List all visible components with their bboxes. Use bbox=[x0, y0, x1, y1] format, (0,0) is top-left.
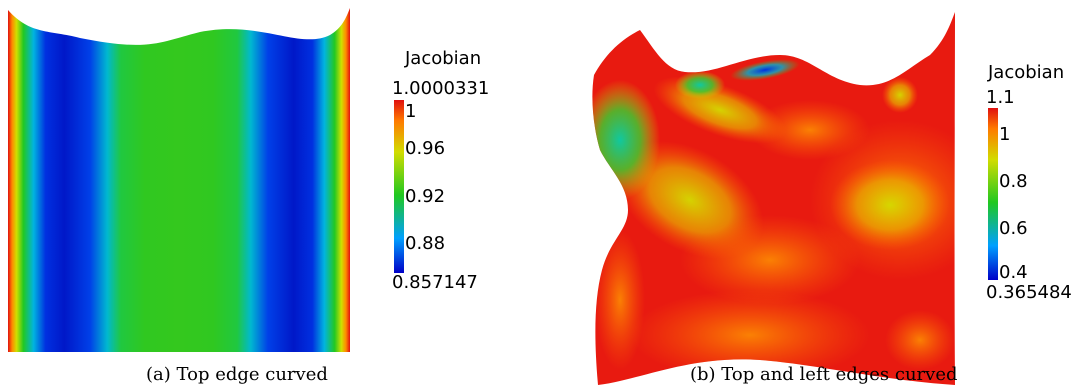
legend-a-tick: 0.96 bbox=[405, 138, 446, 159]
legend-a-title: Jacobian bbox=[405, 48, 482, 69]
legend-b-max: 1.1 bbox=[986, 87, 1015, 108]
legend-a-colorbar bbox=[394, 100, 404, 273]
caption-a: (a) Top edge curved bbox=[146, 364, 328, 385]
legend-a-tick: 0.92 bbox=[405, 186, 446, 207]
caption-b: (b) Top and left edges curved bbox=[690, 364, 958, 385]
legend-a-max: 1.0000331 bbox=[392, 78, 490, 99]
legend-b-min: 0.365484 bbox=[986, 282, 1072, 303]
panel-a-mesh bbox=[8, 8, 350, 352]
panel-b-mesh bbox=[592, 12, 955, 385]
legend-a-tick: 0.88 bbox=[405, 233, 446, 254]
legend-b-title: Jacobian bbox=[988, 62, 1065, 83]
legend-b-tick: 0.4 bbox=[999, 262, 1028, 283]
legend-b-colorbar bbox=[988, 108, 998, 280]
legend-b-tick: 1 bbox=[999, 124, 1011, 145]
legend-a-min: 0.857147 bbox=[392, 272, 478, 293]
legend-b-tick: 0.8 bbox=[999, 171, 1028, 192]
legend-b-tick: 0.6 bbox=[999, 218, 1028, 239]
legend-a-tick: 1 bbox=[405, 101, 417, 122]
